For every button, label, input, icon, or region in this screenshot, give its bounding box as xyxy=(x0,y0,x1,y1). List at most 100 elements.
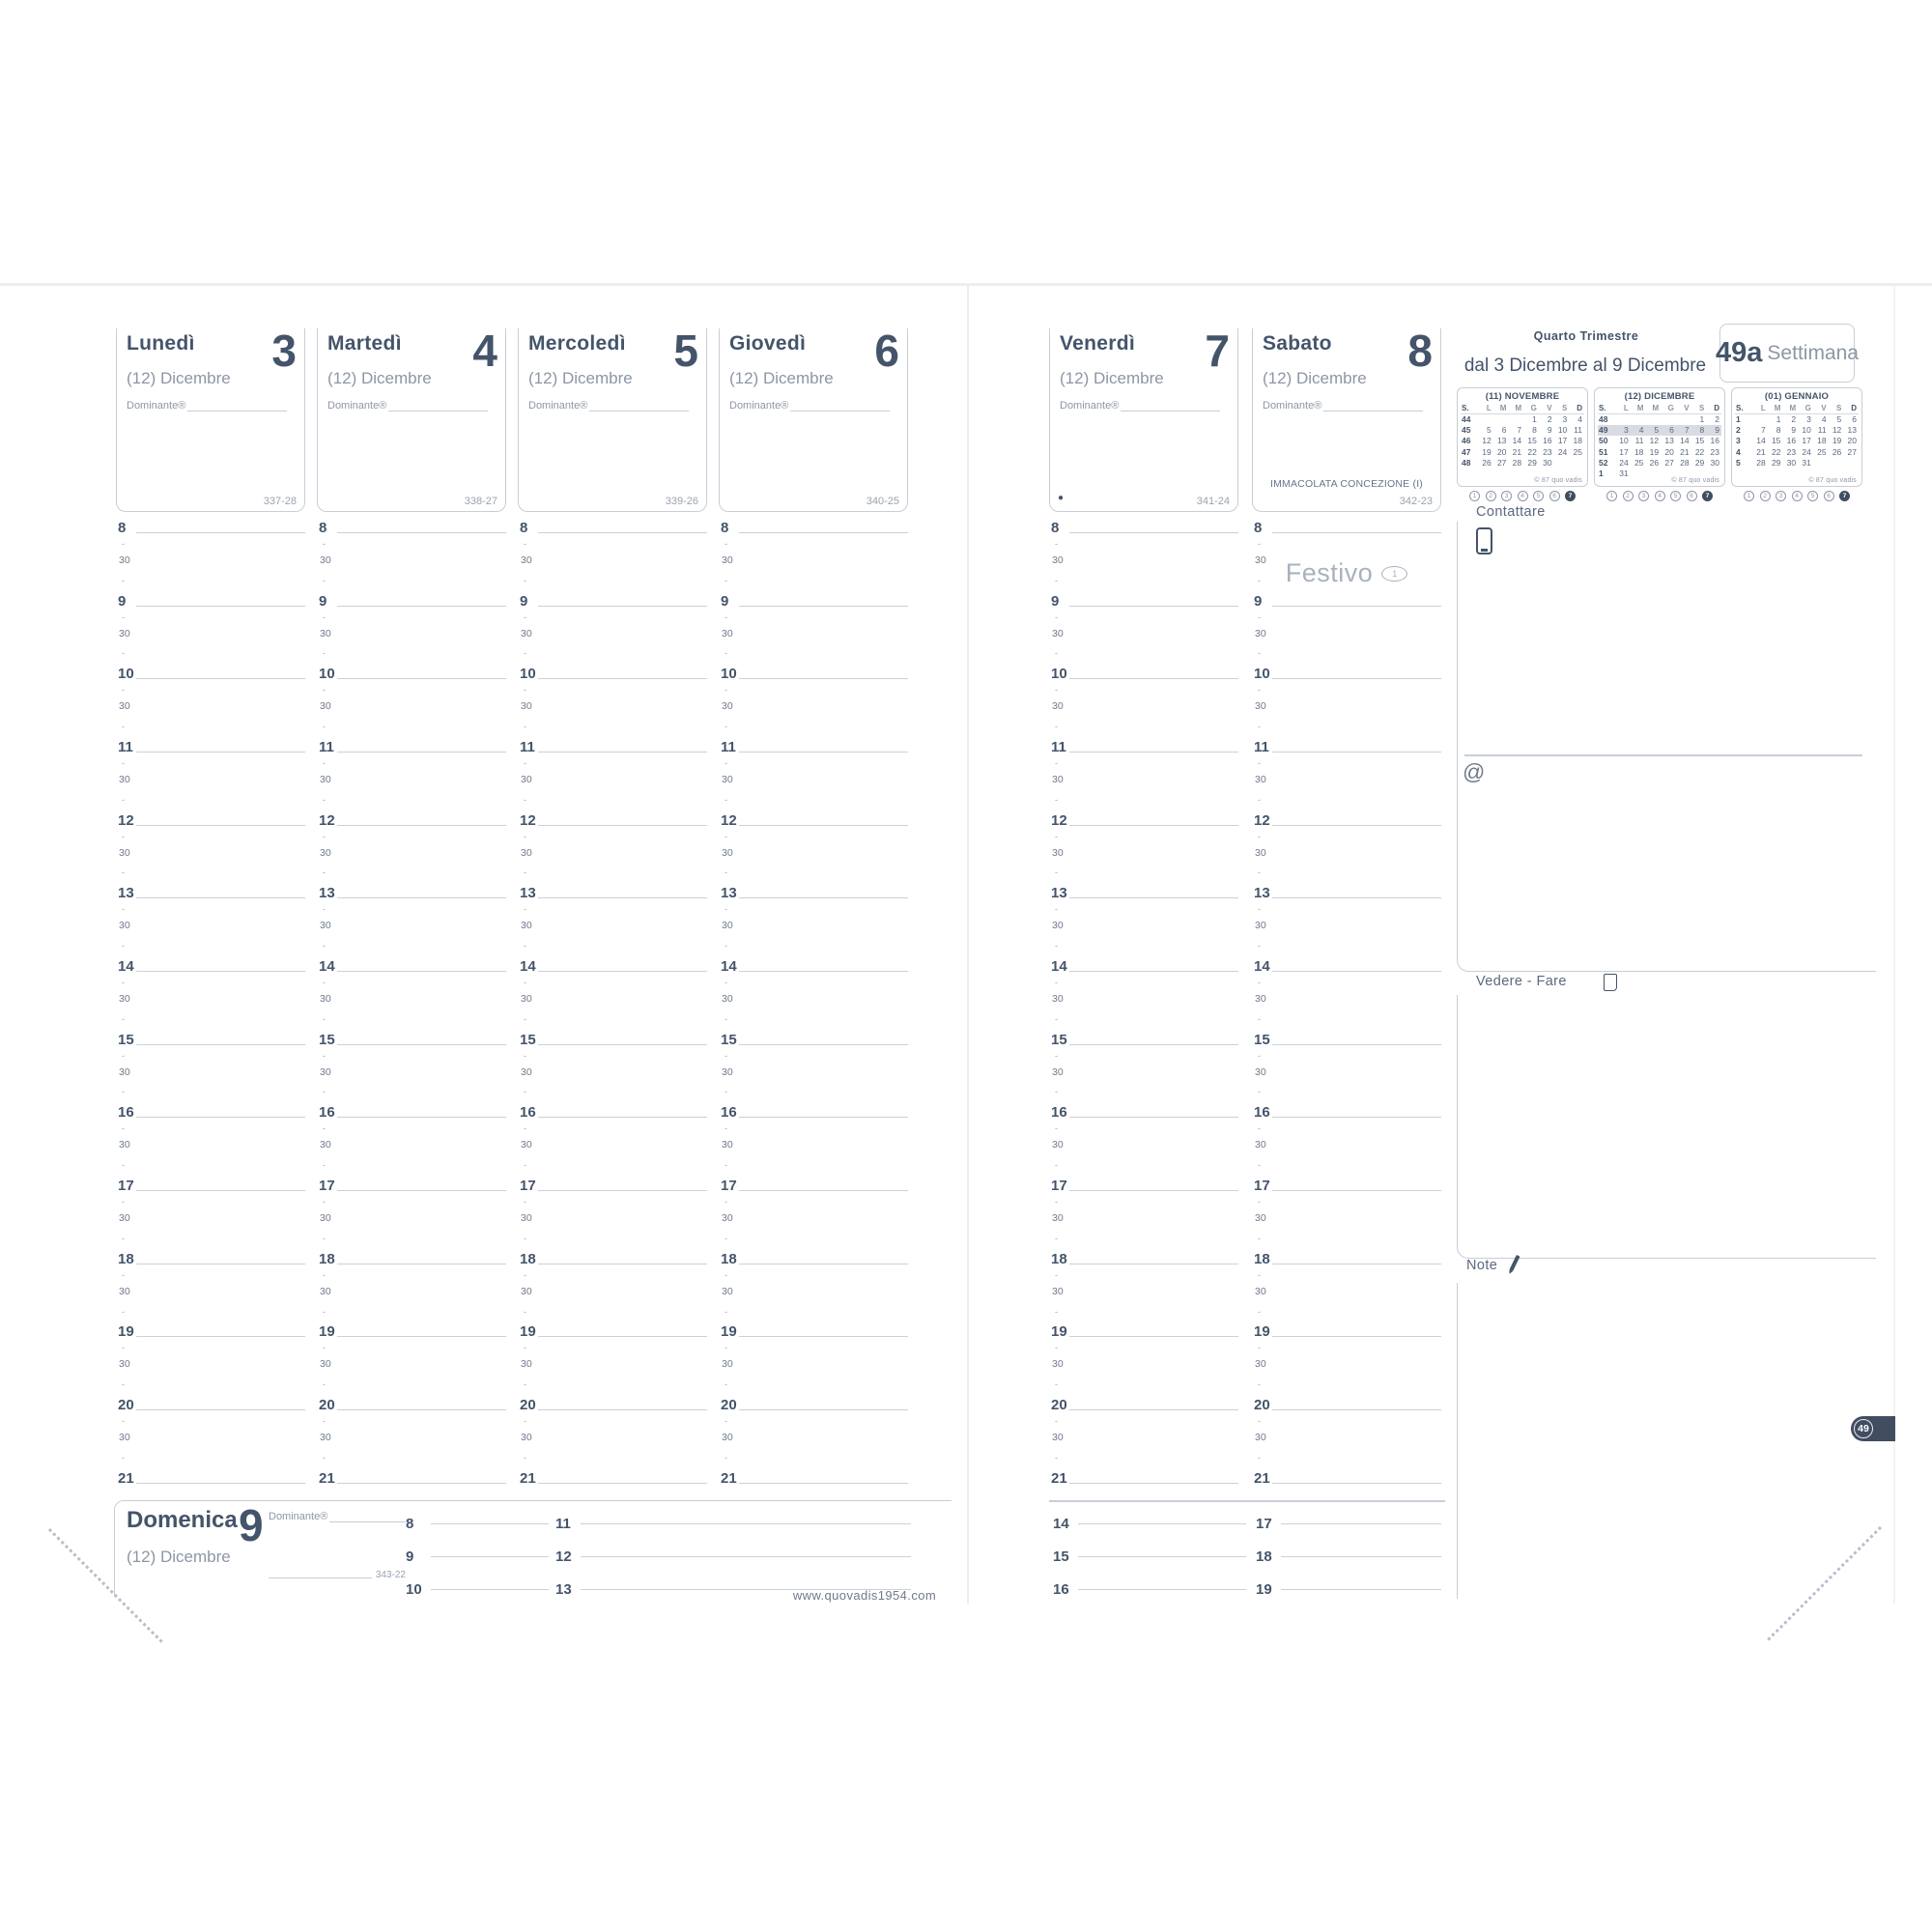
hour-row: 11 xyxy=(317,736,506,754)
dominante-text: Dominante® xyxy=(729,400,789,412)
hour-row: 18 xyxy=(518,1248,707,1266)
quarter-mark: - xyxy=(724,648,727,659)
hour-label: 11 xyxy=(555,1516,571,1532)
brand-website: www.quovadis1954.com xyxy=(792,1588,937,1603)
hour-writing-line xyxy=(337,1117,506,1119)
quarter-mark: - xyxy=(724,611,727,622)
quarter-mark: - xyxy=(323,575,326,585)
quarter-mark: - xyxy=(1258,539,1261,549)
hour-label: 11 xyxy=(118,739,133,756)
mini-calendar-day-headers: S. L M M G V S D xyxy=(1598,403,1721,414)
legend-circle: 6 xyxy=(1686,491,1697,501)
legend-circle: 1 xyxy=(1606,491,1617,501)
hour-writing-line xyxy=(136,532,305,533)
mini-calendar-week-row: 3 14 15 16 17 18 19 20 xyxy=(1735,436,1859,446)
quarter-mark: - xyxy=(122,1233,125,1243)
half-hour-label: 30 xyxy=(1255,920,1266,932)
quarter-mark: - xyxy=(323,867,326,878)
legend-circle: 3 xyxy=(1638,491,1649,501)
phone-icon xyxy=(1476,527,1492,554)
hour-row: 10 xyxy=(719,663,908,681)
day-cell: 6 xyxy=(1501,425,1507,436)
hour-row: 10 xyxy=(1049,663,1238,681)
half-hour-label: 30 xyxy=(722,1431,733,1443)
day-time-grid: 8-30-9-30-10-30-11-30-12-30-13-30-14-30-… xyxy=(317,517,506,1486)
quarter-mark: - xyxy=(524,904,526,915)
day-cell: 18 xyxy=(1573,436,1582,446)
hour-writing-line xyxy=(538,605,707,607)
quarter-mark: - xyxy=(524,1379,526,1390)
hour-writing-line xyxy=(1069,532,1238,533)
day-cell: 16 xyxy=(1786,436,1797,446)
hour-label: 10 xyxy=(118,666,134,683)
hour-label: 10 xyxy=(406,1581,422,1598)
quarter-mark: - xyxy=(122,904,125,915)
hour-label: 20 xyxy=(319,1397,335,1414)
hour-writing-line xyxy=(1272,971,1441,973)
contattare-section-box xyxy=(1457,522,1876,972)
hour-row: 18 xyxy=(719,1248,908,1266)
hour-row: 13 xyxy=(116,882,305,900)
week-range-label: dal 3 Dicembre al 9 Dicembre xyxy=(1463,355,1707,376)
mini-calendar-week-row: 47 19 20 21 22 23 24 25 xyxy=(1461,447,1584,458)
day-cell xyxy=(1643,414,1659,425)
quarter-mark: - xyxy=(724,941,727,952)
day-cell: 7 xyxy=(1517,425,1522,436)
half-hour-label: 30 xyxy=(521,1431,532,1443)
hour-label: 19 xyxy=(1051,1323,1067,1341)
half-hour-label: 30 xyxy=(1052,1139,1064,1151)
half-hour-label: 30 xyxy=(1255,846,1266,859)
day-cell: 29 xyxy=(1694,457,1705,468)
hour-label: 8 xyxy=(319,520,327,536)
week-number: 45 xyxy=(1462,425,1471,436)
hour-label: 17 xyxy=(1254,1178,1270,1195)
day-time-grid: 8-30-9-30-10-30-11-30-12-30-13-30-14-30-… xyxy=(518,517,707,1486)
day-cell: 16 xyxy=(1710,436,1719,446)
quarter-mark: - xyxy=(1055,1197,1058,1208)
day-cell: 31 xyxy=(1619,469,1629,479)
quarter-mark: - xyxy=(323,1233,326,1243)
half-hour-label: 30 xyxy=(119,920,130,932)
day-cell: 1 xyxy=(1532,414,1537,424)
day-number: 3 xyxy=(271,326,297,376)
day-cell: 20 xyxy=(1847,436,1857,446)
day-header-cell: G xyxy=(1667,404,1674,412)
hour-label: 11 xyxy=(520,739,535,756)
hour-writing-line xyxy=(538,824,707,826)
day-cell: 6 xyxy=(1669,425,1674,436)
sunday-hour-group: 8 9 10 xyxy=(406,1499,549,1600)
hour-label: 14 xyxy=(1051,958,1067,976)
quarter-mark: - xyxy=(1055,1160,1058,1171)
quarter-mark: - xyxy=(323,1379,326,1390)
day-name: Domenica xyxy=(127,1507,238,1533)
hour-row: 15 xyxy=(116,1029,305,1047)
hour-writing-line xyxy=(136,1190,305,1192)
hour-row: 15 xyxy=(719,1029,908,1047)
mini-calendar-copyright: © 87 quo vadis xyxy=(1534,477,1582,484)
quarter-mark: - xyxy=(724,758,727,769)
hour-writing-line xyxy=(739,897,908,899)
day-cell: 24 xyxy=(1619,457,1629,468)
day-time-grid: 8-30-9-30-10-30-11-30-12-30-13-30-14-30-… xyxy=(1252,517,1441,1486)
hour-row: 8 xyxy=(518,517,707,535)
day-counter: 343-22 xyxy=(375,1570,406,1580)
quarter-mark: - xyxy=(323,1306,326,1317)
half-hour-label: 30 xyxy=(1255,1211,1266,1224)
dominante-label: Dominante® xyxy=(327,400,488,412)
quarter-mark: - xyxy=(724,1416,727,1427)
day-header: Lunedì 3 (12) Dicembre Dominante® 337-28 xyxy=(116,326,305,512)
legend-circle: 6 xyxy=(1548,491,1560,501)
hour-row: 10 xyxy=(116,663,305,681)
day-cell: 8 xyxy=(1699,425,1705,436)
hour-writing-line xyxy=(431,1556,549,1557)
mini-calendar-day-headers: S. L M M G V S D xyxy=(1735,403,1859,414)
hour-writing-line xyxy=(739,1482,908,1484)
quarter-mark: - xyxy=(122,831,125,841)
vedere-fare-label: Vedere - Fare xyxy=(1476,974,1567,989)
quarter-mark: - xyxy=(122,539,125,549)
hour-writing-line xyxy=(739,1190,908,1192)
hour-label: 17 xyxy=(118,1178,134,1195)
quarter-mark: - xyxy=(1258,831,1261,841)
quarter-mark: - xyxy=(122,1416,125,1427)
